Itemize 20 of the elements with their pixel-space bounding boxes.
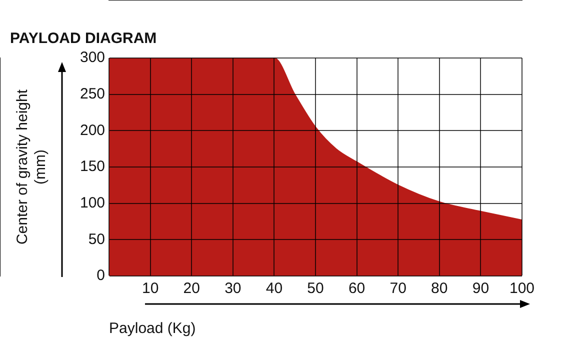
y-tick-label: 250 [80,85,106,102]
y-tick-label: 100 [80,194,106,212]
x-tick-label: 60 [348,280,366,298]
x-tick-label: 80 [431,280,448,298]
y-tick-label: 50 [88,230,106,248]
x-tick-label: 40 [266,280,283,298]
x-tick-label: 20 [183,280,200,298]
chart-title: PAYLOAD DIAGRAM [10,30,157,48]
x-tick-label: 10 [142,280,159,298]
y-tick-label: 150 [80,158,106,176]
x-tick-label: 30 [224,280,242,298]
x-axis-title: Payload (Kg) [109,320,196,338]
y-tick-label: 200 [80,122,106,139]
x-tick-label: 70 [390,280,406,298]
y-tick-label: 300 [80,49,106,66]
x-tick-label: 50 [307,280,324,298]
x-tick-label: 100 [509,280,535,298]
y-tick-label: 0 [96,267,106,284]
x-tick-label: 90 [472,280,490,298]
y-axis-title: Center of gravity height (mm) [14,88,50,245]
